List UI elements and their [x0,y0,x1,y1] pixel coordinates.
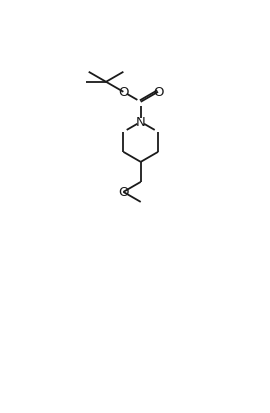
Text: O: O [153,86,163,99]
Text: O: O [118,186,129,199]
Text: N: N [136,116,146,129]
Text: O: O [118,86,129,99]
